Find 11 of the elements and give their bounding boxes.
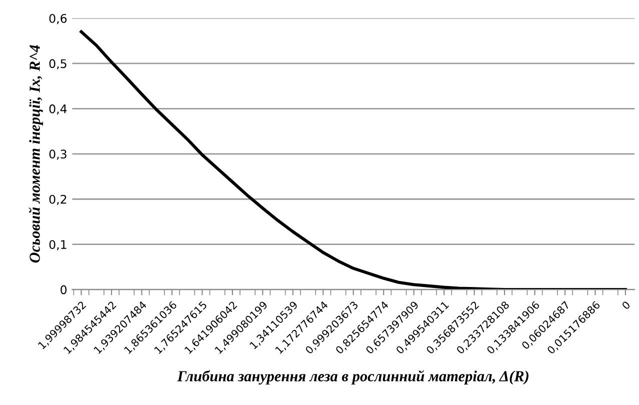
y-tick-label: 0,3: [49, 150, 66, 160]
x-axis-title: Глибина занурення леза в рослинний матеріал, Δ(R): [177, 370, 528, 385]
x-tick-label: 0: [621, 300, 631, 310]
y-tick-label: 0,1: [49, 240, 66, 250]
y-tick-label: 0,2: [49, 194, 66, 205]
line-series: [80, 30, 627, 290]
y-tick-label: 0,5: [49, 59, 66, 70]
y-tick-label: 0: [60, 285, 67, 294]
y-tick-label: 0,4: [49, 104, 67, 115]
y-tick-label: 0,6: [49, 14, 67, 24]
y-axis-title: Осьовий момент інерції, Ix, R^4: [28, 45, 44, 263]
